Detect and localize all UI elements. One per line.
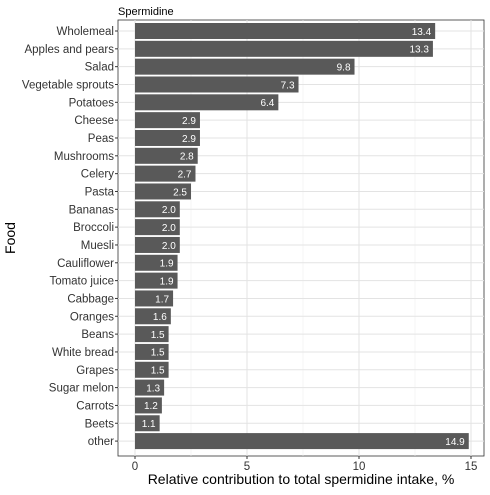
y-tick-label: Beans bbox=[81, 329, 114, 341]
bar bbox=[135, 58, 355, 75]
bar-value-label: 6.4 bbox=[260, 98, 274, 109]
x-tick-label: 5 bbox=[244, 461, 250, 473]
y-tick-label: Mushrooms bbox=[54, 151, 114, 163]
y-tick-label: Wholemeal bbox=[56, 26, 114, 38]
bar-value-label: 1.9 bbox=[160, 276, 174, 287]
y-tick-label: Apples and pears bbox=[24, 44, 114, 56]
y-tick-label: Potatoes bbox=[69, 97, 115, 109]
x-tick-label: 15 bbox=[465, 461, 478, 473]
y-tick-label: Salad bbox=[85, 62, 114, 74]
bar bbox=[135, 147, 198, 164]
y-tick-label: other bbox=[88, 436, 114, 448]
y-axis-title: Food bbox=[2, 222, 18, 254]
bar-value-label: 13.4 bbox=[412, 27, 432, 38]
bar bbox=[135, 254, 178, 271]
bar-value-label: 2.0 bbox=[162, 205, 176, 216]
bar-value-label: 2.7 bbox=[178, 169, 192, 180]
y-tick-label: Muesli bbox=[81, 240, 114, 252]
y-tick-label: Sugar melon bbox=[49, 383, 114, 395]
x-axis-title: Relative contribution to total spermidin… bbox=[148, 471, 455, 487]
bar-value-label: 7.3 bbox=[281, 80, 295, 91]
bar bbox=[135, 326, 169, 343]
y-axis-ticks: Wholemeal Apples and pears Salad Vegetable … bbox=[22, 26, 118, 448]
bar-value-label: 2.9 bbox=[182, 116, 196, 127]
bar bbox=[135, 112, 200, 129]
chart-title: Spermidine bbox=[118, 6, 174, 18]
bar-value-label: 1.6 bbox=[153, 312, 167, 323]
y-tick-label: Cauliflower bbox=[57, 258, 114, 270]
bar-value-label: 1.5 bbox=[151, 330, 165, 341]
y-tick-label: Vegetable sprouts bbox=[22, 79, 114, 91]
bar bbox=[135, 361, 169, 378]
bar bbox=[135, 94, 279, 111]
bar-value-label: 1.9 bbox=[160, 259, 174, 270]
y-tick-label: Grapes bbox=[76, 365, 114, 377]
bar-value-label: 2.5 bbox=[173, 187, 187, 198]
value-labels: 13.4 13.3 9.8 7.3 6.4 2.9 2.9 2.8 2.7 2.5 2.0 2.0 2.… bbox=[142, 27, 465, 448]
y-tick-label: Bananas bbox=[69, 204, 115, 216]
bar bbox=[135, 236, 180, 253]
bar bbox=[135, 40, 433, 57]
x-tick-label: 10 bbox=[353, 461, 366, 473]
bar-value-label: 1.5 bbox=[151, 366, 165, 377]
y-tick-label: Pasta bbox=[85, 186, 115, 198]
bar-value-label: 9.8 bbox=[337, 62, 351, 73]
x-axis-ticks: 0 5 10 15 bbox=[132, 456, 478, 473]
bar-value-label: 1.1 bbox=[142, 419, 156, 430]
bar bbox=[135, 308, 171, 325]
bar bbox=[135, 433, 469, 450]
bar bbox=[135, 201, 180, 218]
bars bbox=[135, 23, 469, 450]
y-tick-label: Broccoli bbox=[73, 222, 114, 234]
bar bbox=[135, 129, 200, 146]
y-tick-label: Celery bbox=[81, 169, 114, 181]
x-tick-label: 0 bbox=[132, 461, 138, 473]
bar-value-label: 13.3 bbox=[409, 45, 429, 56]
bar-value-label: 2.9 bbox=[182, 134, 196, 145]
y-tick-label: Tomato juice bbox=[49, 276, 114, 288]
bar-value-label: 14.9 bbox=[445, 437, 465, 448]
bar bbox=[135, 183, 191, 200]
bar bbox=[135, 415, 160, 432]
bar-value-label: 1.5 bbox=[151, 348, 165, 359]
bar-value-label: 2.8 bbox=[180, 152, 194, 163]
bar bbox=[135, 397, 162, 414]
bar bbox=[135, 76, 299, 93]
bar bbox=[135, 343, 169, 360]
bar-value-label: 1.3 bbox=[146, 383, 160, 394]
bar bbox=[135, 290, 174, 307]
bar bbox=[135, 219, 180, 236]
bar-value-label: 1.7 bbox=[155, 294, 169, 305]
bar bbox=[135, 165, 196, 182]
bar bbox=[135, 23, 436, 39]
y-tick-label: White bread bbox=[52, 347, 114, 359]
y-tick-label: Peas bbox=[88, 133, 114, 145]
y-tick-label: Oranges bbox=[70, 311, 114, 323]
y-tick-label: Carrots bbox=[76, 400, 114, 412]
bar bbox=[135, 272, 178, 289]
y-tick-label: Beets bbox=[85, 418, 115, 430]
y-tick-label: Cabbage bbox=[67, 293, 114, 305]
bar bbox=[135, 379, 165, 396]
bar-value-label: 2.0 bbox=[162, 241, 176, 252]
bar-value-label: 2.0 bbox=[162, 223, 176, 234]
bar-value-label: 1.2 bbox=[144, 401, 158, 412]
y-tick-label: Cheese bbox=[74, 115, 114, 127]
